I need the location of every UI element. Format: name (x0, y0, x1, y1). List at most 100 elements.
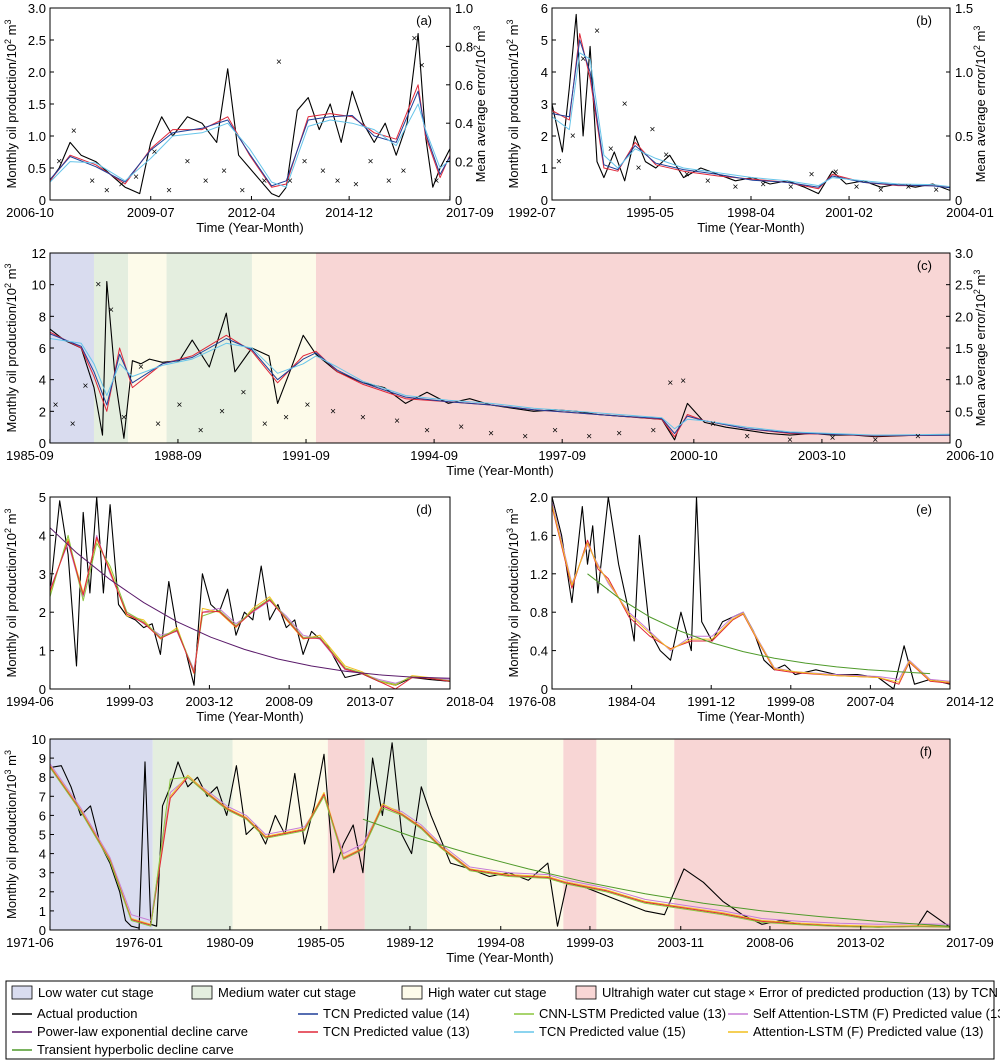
error-marker: × (239, 185, 245, 196)
series-line-tcn15 (552, 52, 950, 188)
panel-label: (c) (917, 258, 932, 273)
x-axis-label: Time (Year-Month) (196, 220, 303, 235)
y-tick-label: 1 (39, 644, 46, 659)
error-marker: × (276, 57, 282, 68)
error-marker: × (166, 185, 172, 196)
panel-label: (b) (916, 13, 932, 28)
error-marker: × (760, 180, 766, 191)
y-tick-label: 2.0 (530, 490, 548, 505)
error-marker: × (650, 425, 656, 436)
y-axis-label-unit: m (4, 25, 19, 39)
error-marker: × (56, 157, 62, 168)
x-tick-label: 2018-04 (446, 694, 494, 709)
y-axis-label-unit-exp: 3 (3, 19, 13, 24)
y2-tick-label: 0 (955, 436, 962, 451)
series-line-cnnlstm (50, 767, 950, 928)
y-tick-label: 5 (39, 828, 46, 843)
y2-axis-label-base: Mean average error/10 (473, 50, 488, 182)
legend-label-series: Transient hyperbolic decline carve (37, 1042, 234, 1057)
y2-tick-label: 1.0 (955, 373, 973, 388)
legend-label-series: Actual production (37, 1006, 137, 1021)
x-tick-label: 2001-02 (825, 205, 873, 220)
y-tick-label: 10 (32, 732, 46, 747)
error-marker: × (522, 432, 528, 443)
x-tick-label: 1994-08 (477, 935, 525, 950)
error-marker: × (636, 163, 642, 174)
y-tick-label: 2.0 (28, 65, 46, 80)
error-marker: × (221, 166, 227, 177)
y-tick-label: 6 (541, 1, 548, 16)
y2-axis-label-exp: 2 (972, 289, 982, 294)
y2-tick-label: 2.5 (955, 278, 973, 293)
y-tick-label: 1 (39, 904, 46, 919)
error-marker: × (203, 176, 209, 187)
y2-axis-label-exp: 2 (972, 45, 982, 50)
y-axis-label-base: Monthly oil production/10 (506, 533, 521, 678)
error-marker: × (70, 419, 76, 430)
series-line-actual (552, 13, 950, 195)
y-tick-label: 0 (39, 436, 46, 451)
error-marker: × (108, 305, 114, 316)
legend-label-series: TCN Predicted value (14) (323, 1006, 470, 1021)
y-axis-label-exp: 2 (3, 39, 13, 44)
plot-frame (551, 7, 951, 201)
error-marker: × (684, 169, 690, 180)
error-marker: × (302, 157, 308, 168)
series-line-actual (50, 280, 950, 441)
y-axis-label-exp: 2 (3, 283, 13, 288)
y-axis-label-unit-exp: 3 (505, 508, 515, 513)
error-marker: × (878, 185, 884, 196)
series-line-att (552, 504, 950, 683)
x-tick-label: 2009-07 (127, 205, 175, 220)
error-marker: × (305, 400, 311, 411)
legend-label-stage: Low water cut stage (38, 985, 154, 1000)
error-marker: × (809, 169, 815, 180)
series-line-att (50, 765, 950, 927)
panel-label: (e) (916, 502, 932, 517)
chart-panel-d: 0 1 2 3 4 5 1994-06 1999-03 2003-12 2008-09 2013-0… (3, 490, 494, 724)
plot-area: × × × × × × × × × × × × × × × × × × × × (552, 13, 950, 196)
series-line-cnnlstm (50, 534, 450, 685)
series-line-powerlaw (50, 527, 450, 679)
y-tick-label: 0.4 (530, 644, 548, 659)
y-tick-label: 0 (39, 193, 46, 208)
error-marker: × (155, 419, 161, 430)
error-marker: × (419, 61, 425, 72)
y-tick-label: 0 (541, 193, 548, 208)
legend-label-series: Attention-LSTM (F) Predicted value (13) (753, 1024, 983, 1039)
y2-tick-label: 2.0 (955, 309, 973, 324)
y2-tick-label: 1.0 (455, 1, 473, 16)
y-axis-label-unit-exp: 3 (3, 263, 13, 268)
y-axis-label-base: Monthly oil production/10 (506, 44, 521, 189)
y-axis-label-unit: m (506, 25, 521, 39)
y-axis-label-unit-exp: 3 (505, 19, 515, 24)
chart-panel-a: × × × × × × × × × × × × × × × × × × × × × × × × × 0 0.5 1.0 1.5 2.0 2.… (3, 1, 494, 235)
error-marker: × (787, 435, 793, 446)
y2-axis-label-unit: m (973, 275, 988, 289)
error-marker: × (261, 176, 267, 187)
y-tick-label: 1.6 (530, 528, 548, 543)
y-axis-label-exp: 2 (505, 39, 515, 44)
legend-box: Low water cut stage Medium water cut stag… (5, 980, 1000, 1060)
y2-axis-label-base: Mean average error/10 (973, 50, 988, 182)
series-line-tcn14 (552, 39, 950, 189)
plot-area (50, 497, 450, 689)
y-axis-label-unit-exp: 3 (3, 508, 13, 513)
x-tick-label: 2017-09 (446, 205, 494, 220)
x-tick-label: 1999-08 (767, 694, 815, 709)
stage-band-ultra (315, 253, 950, 443)
error-marker: × (570, 131, 576, 142)
panel-label: (d) (416, 502, 432, 517)
error-marker: × (335, 176, 341, 187)
x-tick-label: 1980-09 (206, 935, 254, 950)
legend-label-series: CNN-LSTM Predicted value (13) (539, 1006, 726, 1021)
plot-area: × × × × × × × × × × × × × × × × × × × × × × × × × (50, 33, 450, 198)
error-marker: × (594, 26, 600, 37)
error-marker: × (287, 176, 293, 187)
x-tick-label: 1995-05 (626, 205, 674, 220)
y2-axis-label-unit: m (973, 31, 988, 45)
error-marker: × (667, 378, 673, 389)
series-line-actual (552, 497, 950, 689)
x-tick-label: 2003-10 (798, 448, 846, 463)
y-axis-label: Monthly oil production/102 m3 (505, 19, 521, 188)
